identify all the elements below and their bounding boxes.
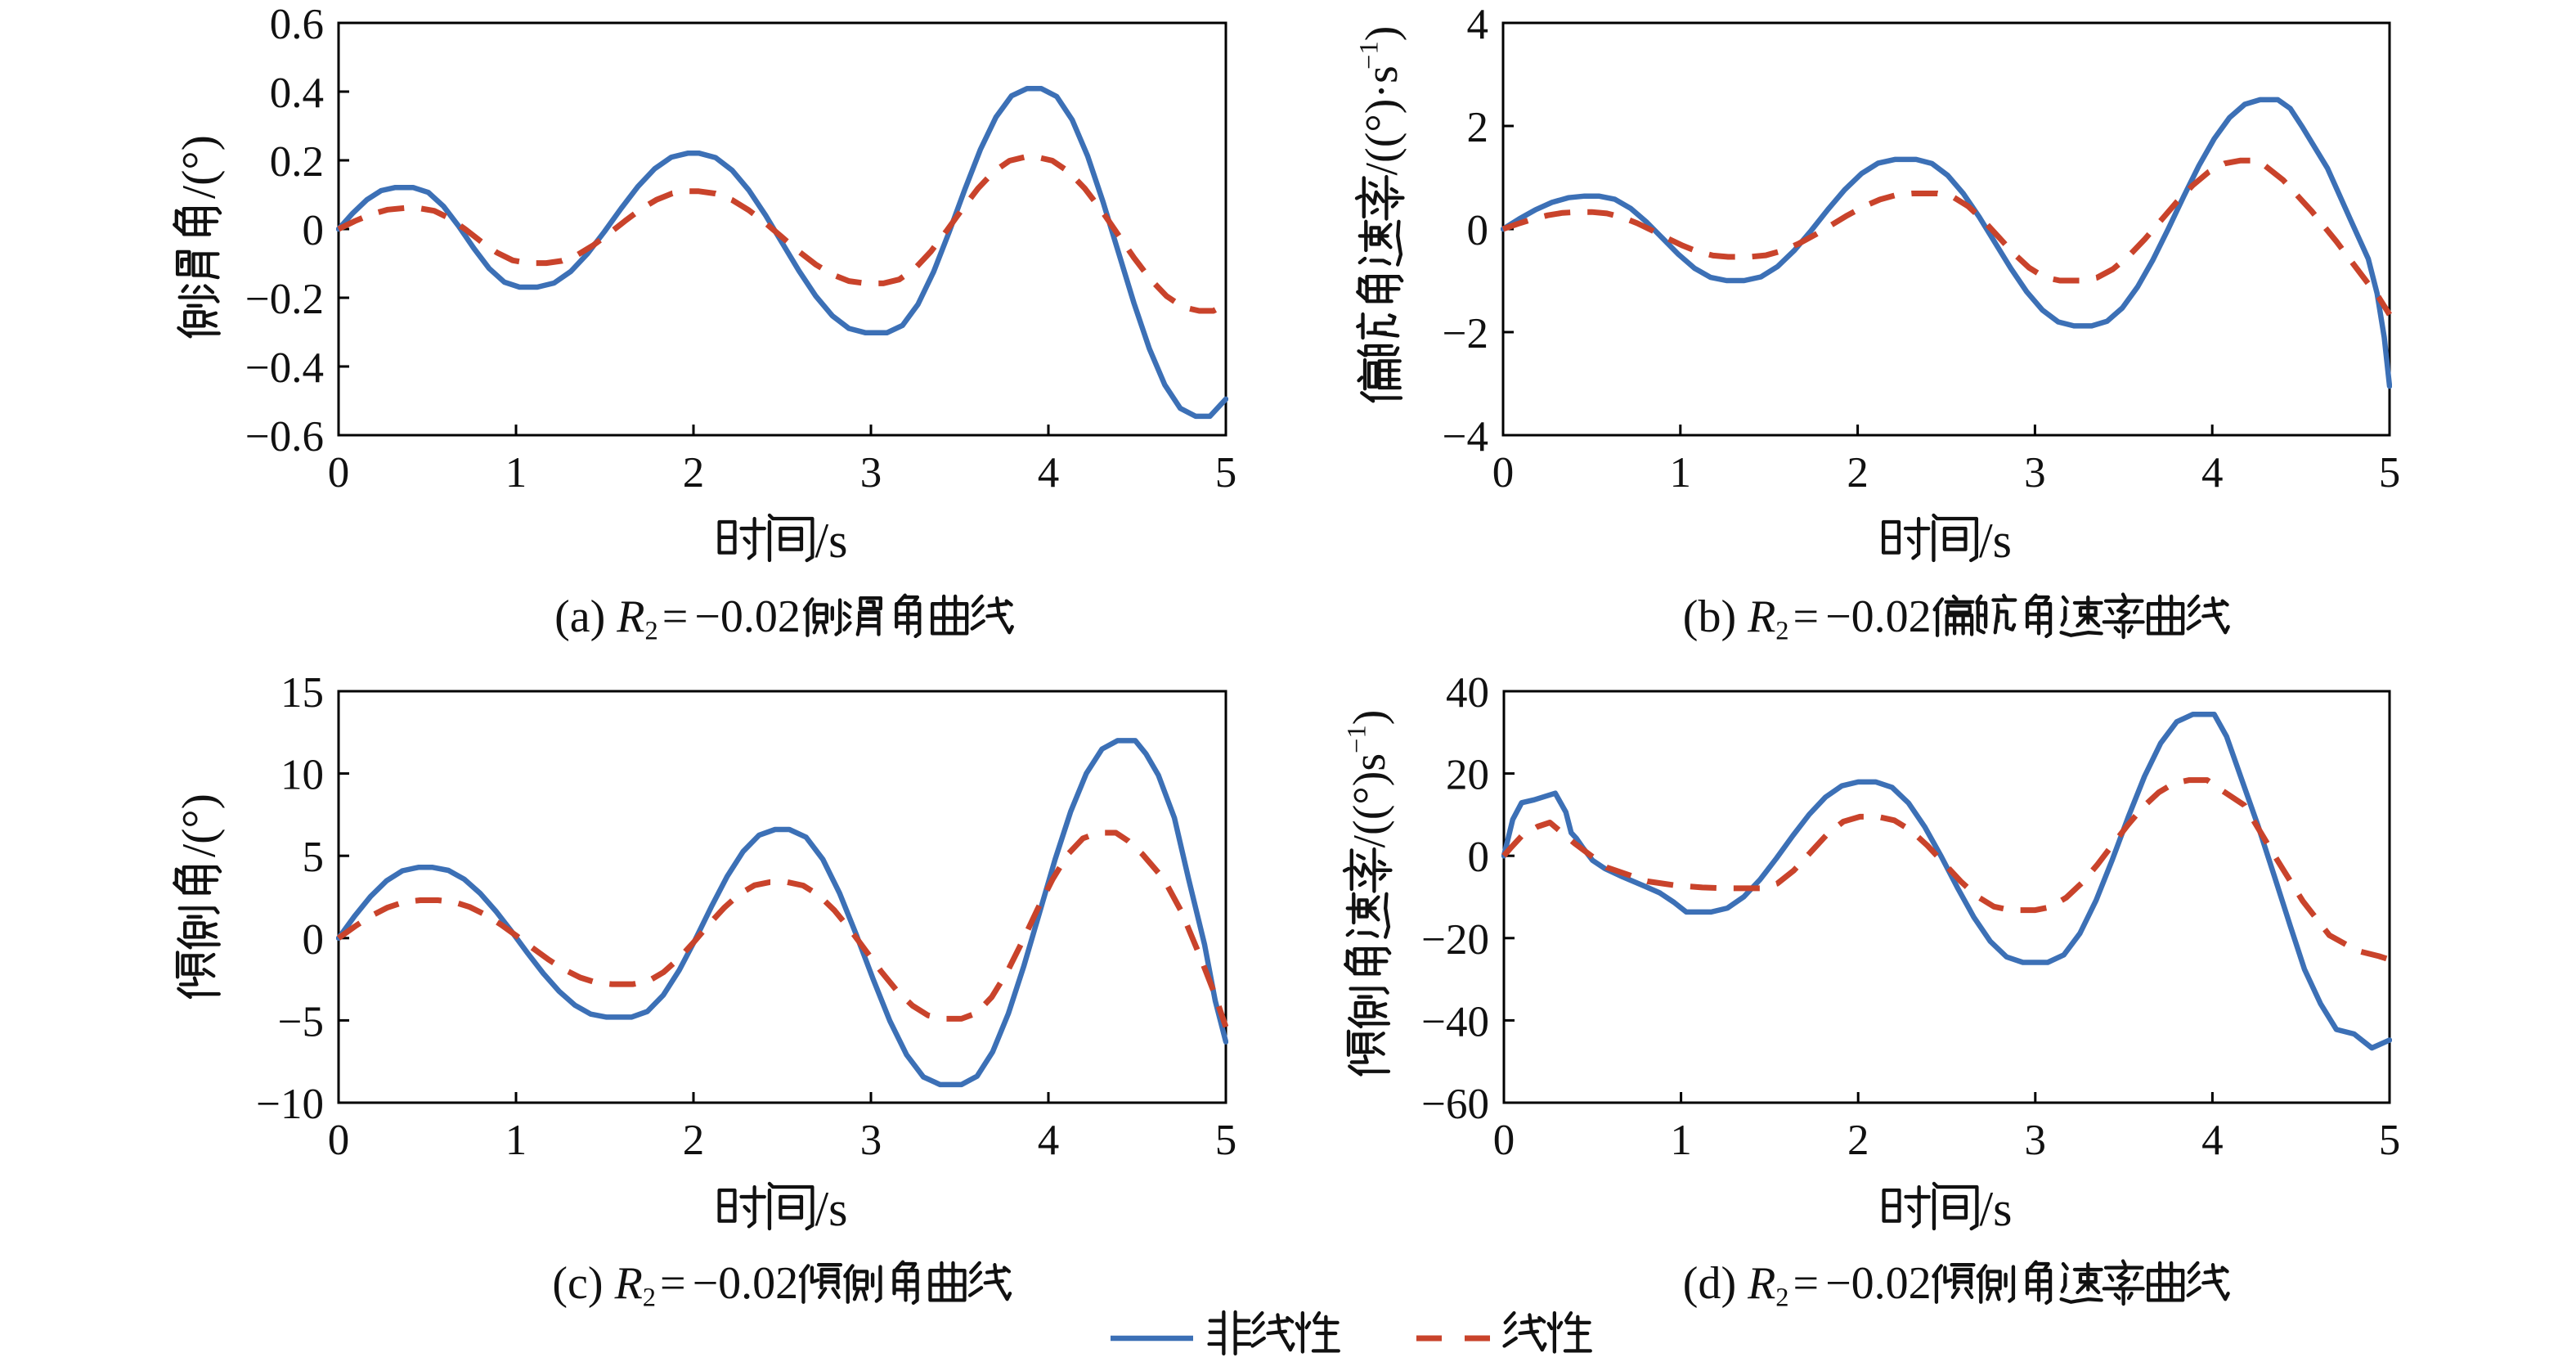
svg-text:3: 3 <box>860 1117 882 1164</box>
svg-text:3: 3 <box>2025 1117 2047 1164</box>
svg-text:1: 1 <box>1670 1117 1692 1164</box>
svg-text:0.6: 0.6 <box>270 1 324 48</box>
svg-text:−0.02: −0.02 <box>694 591 801 642</box>
svg-text:2: 2 <box>645 617 658 646</box>
svg-text:1: 1 <box>505 449 527 497</box>
svg-text:2: 2 <box>1847 449 1869 497</box>
svg-text:R: R <box>614 1258 643 1309</box>
svg-text:/s: /s <box>815 1182 848 1236</box>
svg-text:−40: −40 <box>1421 998 1489 1045</box>
svg-text:=: = <box>1793 591 1820 642</box>
svg-text:2: 2 <box>1467 104 1489 151</box>
svg-text:=: = <box>662 591 689 642</box>
svg-text:0.4: 0.4 <box>270 70 324 117</box>
svg-text:/s: /s <box>815 514 848 568</box>
svg-text:−20: −20 <box>1421 916 1489 964</box>
svg-text:−0.2: −0.2 <box>245 276 324 323</box>
svg-text:5: 5 <box>1215 1117 1237 1164</box>
svg-text:2: 2 <box>643 1283 656 1313</box>
svg-text:0: 0 <box>1493 1117 1515 1164</box>
svg-text:R: R <box>1747 591 1775 642</box>
svg-text:2: 2 <box>1775 1283 1788 1313</box>
svg-text:−0.02: −0.02 <box>693 1258 799 1309</box>
svg-text:2: 2 <box>1775 617 1788 646</box>
svg-text:−10: −10 <box>256 1081 324 1128</box>
svg-text:−4: −4 <box>1443 413 1488 461</box>
svg-text:4: 4 <box>1038 1117 1060 1164</box>
svg-text:−0.02: −0.02 <box>1825 591 1932 642</box>
svg-text:4: 4 <box>1038 449 1060 497</box>
svg-text:40: 40 <box>1446 669 1489 717</box>
svg-text:−0.02: −0.02 <box>1825 1258 1932 1309</box>
svg-text:5: 5 <box>1215 449 1237 497</box>
svg-text:4: 4 <box>2201 449 2224 497</box>
svg-text:−0.6: −0.6 <box>245 413 324 461</box>
svg-text:/((°)s: /((°)s <box>1344 753 1395 848</box>
svg-text:0: 0 <box>1467 207 1489 254</box>
svg-text:4: 4 <box>2201 1117 2224 1164</box>
svg-text:/s: /s <box>1980 1182 2013 1236</box>
svg-text:0: 0 <box>303 207 325 254</box>
svg-text:15: 15 <box>280 669 324 717</box>
svg-text:R: R <box>616 591 644 642</box>
svg-text:2: 2 <box>1847 1117 1869 1164</box>
svg-text:): ) <box>1357 26 1407 42</box>
svg-text:−60: −60 <box>1421 1081 1489 1128</box>
svg-text:10: 10 <box>280 752 324 799</box>
svg-text:0: 0 <box>303 916 325 964</box>
svg-text:−5: −5 <box>278 998 324 1045</box>
svg-text:0: 0 <box>1492 449 1515 497</box>
svg-text:0: 0 <box>1468 834 1490 881</box>
svg-text:/(°): /(°) <box>173 793 226 857</box>
svg-text:(b): (b) <box>1683 591 1736 642</box>
svg-text:5: 5 <box>2379 449 2401 497</box>
svg-text:/(°): /(°) <box>173 135 226 199</box>
svg-text:0: 0 <box>328 449 350 497</box>
svg-text:−1: −1 <box>1342 725 1371 753</box>
svg-text:=: = <box>1793 1258 1820 1309</box>
svg-text:): ) <box>1344 710 1395 726</box>
svg-text:(d): (d) <box>1683 1258 1736 1309</box>
svg-text:(a): (a) <box>554 591 605 642</box>
svg-text:/((°)·s: /((°)·s <box>1357 65 1407 175</box>
svg-text:0.2: 0.2 <box>270 138 324 186</box>
svg-text:1: 1 <box>1670 449 1692 497</box>
svg-text:3: 3 <box>2024 449 2046 497</box>
svg-text:−0.4: −0.4 <box>245 344 324 392</box>
svg-text:0: 0 <box>328 1117 350 1164</box>
svg-text:3: 3 <box>860 449 882 497</box>
svg-text:−2: −2 <box>1443 310 1488 357</box>
svg-text:(c): (c) <box>552 1258 603 1309</box>
svg-text:1: 1 <box>505 1117 527 1164</box>
svg-text:5: 5 <box>2379 1117 2401 1164</box>
svg-text:/s: /s <box>1979 514 2012 568</box>
svg-text:−1: −1 <box>1354 41 1384 70</box>
svg-text:=: = <box>660 1258 686 1309</box>
svg-text:20: 20 <box>1446 752 1489 799</box>
svg-text:2: 2 <box>683 1117 705 1164</box>
svg-text:2: 2 <box>683 449 705 497</box>
svg-text:R: R <box>1747 1258 1775 1309</box>
svg-text:4: 4 <box>1467 1 1489 48</box>
svg-text:5: 5 <box>303 834 325 881</box>
